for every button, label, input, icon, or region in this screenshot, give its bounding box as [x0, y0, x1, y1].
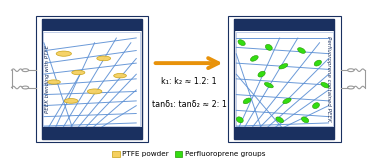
Ellipse shape — [236, 117, 243, 123]
Ellipse shape — [283, 98, 291, 104]
Circle shape — [22, 86, 29, 89]
Ellipse shape — [314, 60, 321, 66]
Bar — [43, 32, 140, 126]
Ellipse shape — [48, 80, 60, 84]
Bar — [234, 19, 334, 31]
Bar — [36, 16, 148, 142]
Ellipse shape — [243, 98, 251, 104]
Ellipse shape — [72, 70, 85, 75]
Circle shape — [348, 86, 354, 89]
Ellipse shape — [56, 51, 71, 56]
Ellipse shape — [279, 64, 288, 69]
Bar — [236, 32, 333, 126]
Ellipse shape — [97, 56, 111, 61]
Circle shape — [348, 69, 354, 72]
Bar — [42, 19, 142, 31]
Legend: PTFE powder, Perfluoroprene groups: PTFE powder, Perfluoroprene groups — [112, 151, 266, 157]
Bar — [42, 127, 142, 139]
Ellipse shape — [276, 117, 284, 123]
Ellipse shape — [313, 103, 319, 109]
Ellipse shape — [321, 82, 329, 88]
Ellipse shape — [264, 82, 273, 88]
Text: k₁: k₂ ≈ 1.2: 1: k₁: k₂ ≈ 1.2: 1 — [161, 78, 217, 86]
Text: PEEK blending with PTFE: PEEK blending with PTFE — [45, 45, 50, 113]
Text: tanδ₁: tanδ₂ ≈ 2: 1: tanδ₁: tanδ₂ ≈ 2: 1 — [152, 100, 226, 109]
Ellipse shape — [251, 56, 258, 61]
Ellipse shape — [265, 44, 272, 50]
Bar — [228, 16, 341, 142]
Ellipse shape — [238, 40, 245, 46]
Bar — [234, 19, 334, 139]
Circle shape — [22, 69, 29, 72]
Ellipse shape — [258, 71, 265, 77]
Bar — [234, 127, 334, 139]
Ellipse shape — [114, 73, 126, 78]
Ellipse shape — [87, 89, 102, 94]
Bar — [42, 19, 142, 139]
Text: Perfluoroprene contained PEEK: Perfluoroprene contained PEEK — [326, 36, 331, 122]
Ellipse shape — [64, 99, 78, 103]
Ellipse shape — [302, 117, 309, 123]
Ellipse shape — [297, 48, 305, 53]
